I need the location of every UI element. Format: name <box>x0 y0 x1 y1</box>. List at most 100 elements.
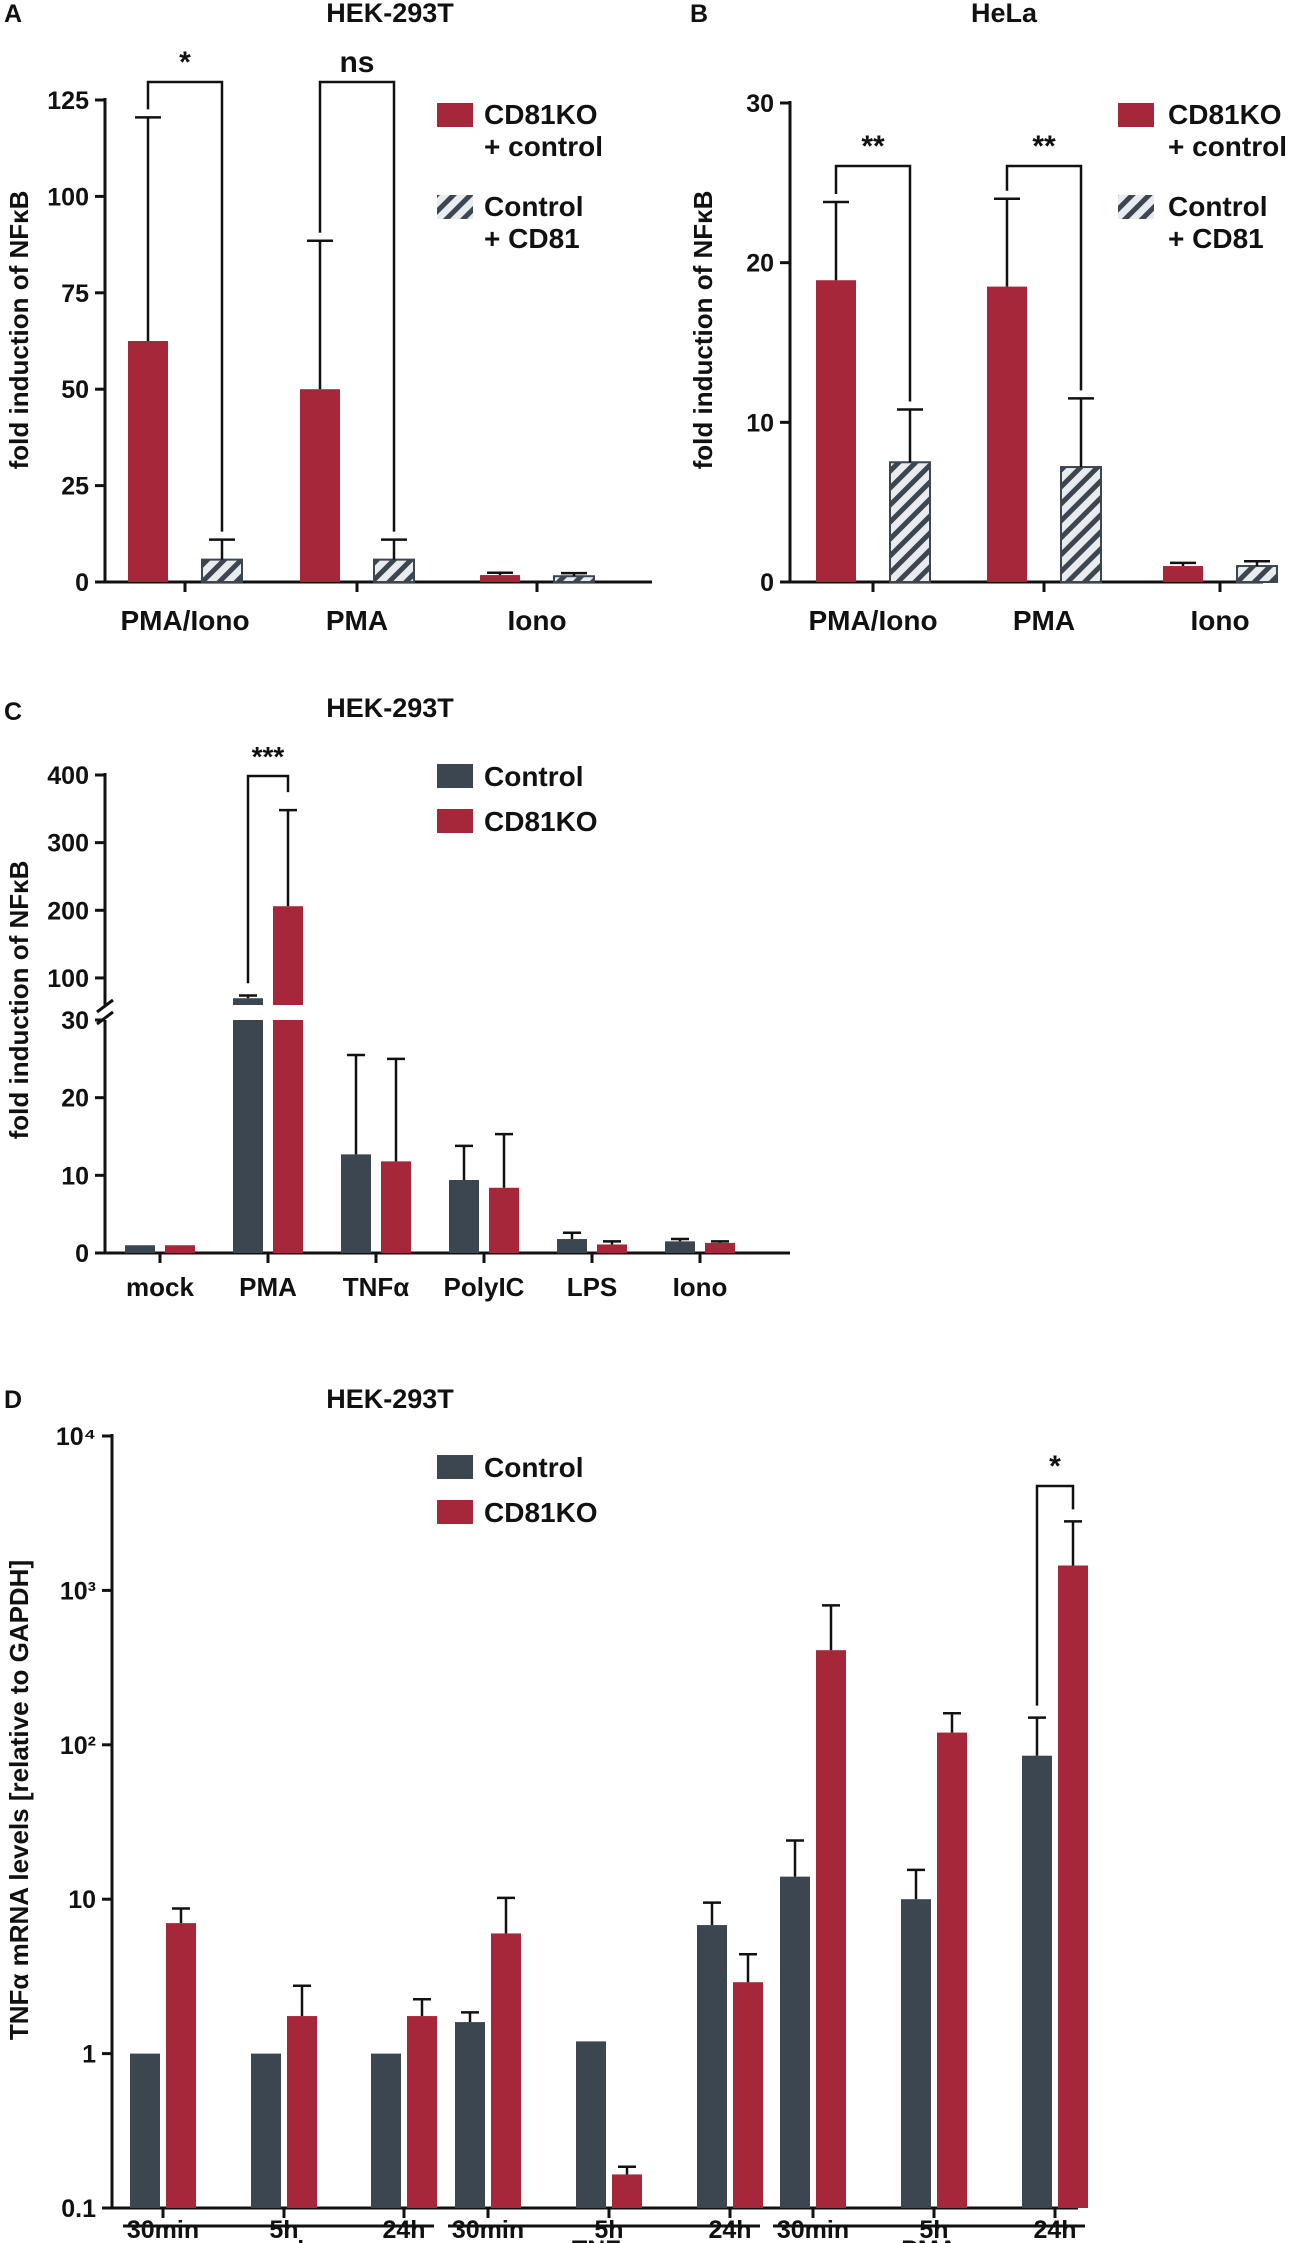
y-tick-label: 25 <box>61 473 89 501</box>
y-tick-label: 400 <box>47 762 89 790</box>
x-tick-label: Iono <box>673 1272 728 1302</box>
bar <box>901 1899 931 2208</box>
y-tick-label: 125 <box>47 87 89 115</box>
panel-b-ylabel: fold induction of NFκB <box>688 191 718 470</box>
y-tick-label: 50 <box>61 376 89 404</box>
y-tick-label: 100 <box>47 183 89 211</box>
panel-c-letter: C <box>4 698 22 726</box>
bar <box>449 1179 479 1253</box>
bar <box>455 2022 485 2208</box>
bar <box>557 1239 587 1253</box>
significance-label: * <box>179 46 191 79</box>
panel-d-legend: Control CD81KO <box>437 1452 598 1528</box>
legend-swatch-control <box>437 764 473 788</box>
panel-d-chart: 0.1 1 10 10² 10³ 10⁴ 30min 5h 24h 30min 5h 24h 30min… <box>56 1423 1088 2243</box>
bar <box>1060 466 1102 584</box>
x-tick-label: 24h <box>1033 2216 1076 2243</box>
bar <box>705 1242 735 1253</box>
y-tick-label: 0 <box>75 1240 89 1268</box>
x-tick-label: PMA <box>326 605 388 636</box>
significance-bracket <box>246 774 290 984</box>
y-tick-label: 10 <box>61 1162 89 1190</box>
significance-bracket <box>1005 164 1083 391</box>
x-tick-label: 24h <box>708 2216 751 2243</box>
bar <box>341 1154 371 1253</box>
y-tick-label: 20 <box>61 1085 89 1113</box>
panel-a-ylabel: fold induction of NFκB <box>4 191 34 470</box>
bar <box>233 1020 263 1253</box>
bar <box>480 575 520 582</box>
bar <box>287 2016 317 2208</box>
y-tick-label: 300 <box>47 830 89 858</box>
significance-bracket <box>318 80 396 532</box>
bar <box>612 2174 642 2208</box>
significance-label: *** <box>252 741 285 772</box>
legend-swatch-control-cd81 <box>1118 195 1154 219</box>
bar <box>130 2053 160 2208</box>
x-tick-label: PMA <box>1013 605 1075 636</box>
y-tick-label: 10³ <box>60 1577 96 1605</box>
x-tick-label: 5h <box>919 2216 948 2243</box>
x-tick-label: TNFα <box>343 1272 410 1302</box>
legend-swatch-control <box>437 1455 473 1479</box>
legend-swatch-cd81ko-control <box>437 103 473 127</box>
bar <box>128 341 168 582</box>
bar <box>491 1933 521 2208</box>
group-label: PMA <box>901 2236 957 2243</box>
x-tick-label: 30min <box>452 2216 524 2243</box>
panel-a-chart: 0 25 50 75 100 125 PMA/Iono PMA Iono * ns <box>47 46 652 636</box>
panel-c-ylabel: fold induction of NFκB <box>4 861 34 1140</box>
legend-label: + CD81 <box>484 223 580 254</box>
bar <box>251 2053 281 2208</box>
bar <box>165 1245 195 1253</box>
bar <box>373 558 415 583</box>
y-tick-label: 20 <box>746 250 774 278</box>
panel-b-letter: B <box>690 0 708 28</box>
panel-b-legend: CD81KO + control Control + CD81 <box>1118 99 1287 254</box>
bar <box>201 558 243 583</box>
x-tick-label: PolyIC <box>444 1272 525 1302</box>
y-tick-label: 30 <box>61 1007 89 1035</box>
y-tick-label: 10⁴ <box>56 1423 96 1451</box>
group-label: TNFα <box>572 2236 637 2243</box>
bar <box>597 1244 627 1253</box>
y-tick-label: 10 <box>68 1886 96 1914</box>
y-tick-label: 200 <box>47 897 89 925</box>
legend-label: Control <box>484 191 584 222</box>
y-tick-label: 0 <box>75 569 89 597</box>
legend-label: Control <box>1168 191 1268 222</box>
bar <box>489 1187 519 1253</box>
group-label: mock <box>246 2236 311 2243</box>
panel-d-title: HEK-293T <box>326 1384 454 1414</box>
panel-d-ylabel: TNFα mRNA levels [relative to GAPDH] <box>4 1560 34 2040</box>
x-tick-label: 5h <box>269 2216 298 2243</box>
bar <box>233 998 263 1005</box>
y-tick-label: 100 <box>47 965 89 993</box>
panel-b-title: HeLa <box>971 0 1038 28</box>
bar <box>381 1161 411 1253</box>
bar <box>300 389 340 582</box>
significance-label: * <box>1049 1450 1061 1483</box>
y-tick-label: 0.1 <box>61 2195 96 2223</box>
significance-label: ns <box>339 46 374 79</box>
legend-label: Control <box>484 761 584 792</box>
bar <box>697 1925 727 2208</box>
bar <box>937 1732 967 2208</box>
panel-c-chart: 0 10 20 30 100 200 300 400 mock PMA TNFα PolyIC LPS I… <box>47 741 790 1302</box>
panel-d-letter: D <box>4 1386 22 1414</box>
axis-break-mark <box>96 998 114 1014</box>
panel-a-letter: A <box>4 0 22 28</box>
y-tick-label: 10 <box>746 409 774 437</box>
bar <box>1022 1755 1052 2208</box>
x-tick-label: 5h <box>594 2216 623 2243</box>
legend-label: CD81KO <box>1168 99 1282 130</box>
legend-label: CD81KO <box>484 99 598 130</box>
panel-b-chart: 0 10 20 30 PMA/Iono PMA Iono ** ** <box>746 90 1278 636</box>
legend-swatch-cd81ko <box>437 809 473 833</box>
bar <box>665 1241 695 1253</box>
significance-bracket <box>146 80 224 532</box>
x-tick-label: PMA <box>239 1272 297 1302</box>
y-tick-label: 30 <box>746 90 774 118</box>
bar <box>125 1245 155 1253</box>
bar <box>273 906 303 1005</box>
